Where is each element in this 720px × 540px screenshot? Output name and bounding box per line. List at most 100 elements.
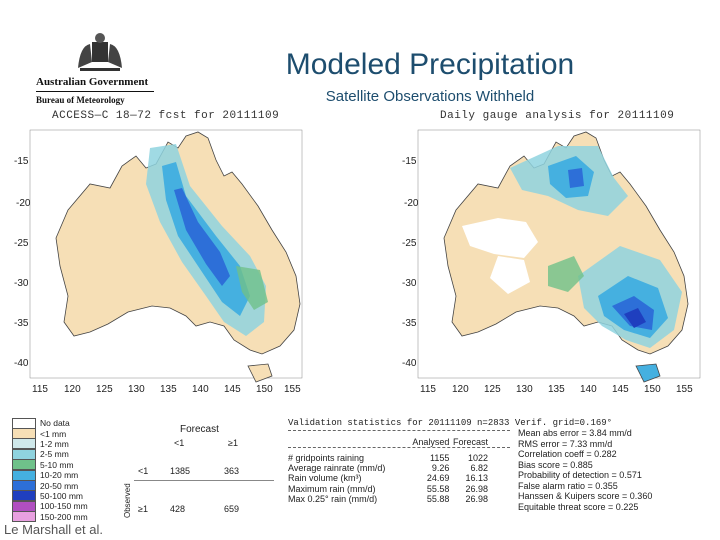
legend-swatch <box>12 511 36 523</box>
contingency-table: Forecast <1 ≥1 Observed <1 ≥1 1385 363 4… <box>123 418 284 536</box>
legend-item: 2-5 mm <box>12 448 124 460</box>
forecast-rain-green <box>236 266 268 310</box>
slide-subtitle: Satellite Observations Withheld <box>325 88 535 105</box>
contingency-side-label: Observed <box>123 483 132 518</box>
score-line: Bias score = 0.885 <box>518 459 593 470</box>
legend-item: No data <box>12 417 124 429</box>
col-analysed: Analysed <box>412 437 450 448</box>
legend-item: 100-150 mm <box>12 500 124 512</box>
validation-statistics: Validation statistics for 20111109 n=283… <box>288 418 612 505</box>
stat-row: Max 0.25° rain (mm/d) 55.88 26.98 <box>288 494 488 505</box>
lat-tick: -30 <box>14 278 29 289</box>
score-line: False alarm ratio = 0.355 <box>518 480 618 491</box>
legend-swatch <box>12 438 36 450</box>
contingency-divider <box>134 480 274 481</box>
contingency-cell: 363 <box>224 466 240 476</box>
lat-tick: -30 <box>402 278 417 289</box>
lon-tick: 150 <box>256 384 273 395</box>
legend-item: 1-2 mm <box>12 438 124 450</box>
lon-tick: 125 <box>484 384 501 395</box>
lon-tick: 155 <box>676 384 693 395</box>
score-line: Equitable threat score = 0.225 <box>518 501 639 512</box>
legend-item: <1 mm <box>12 428 124 440</box>
lon-tick: 130 <box>516 384 533 395</box>
lat-tick: -25 <box>14 238 29 249</box>
validation-rule <box>288 447 510 449</box>
stat-row: Maximum rain (mm/d) 55.58 26.98 <box>288 483 488 494</box>
legend-swatch <box>12 417 36 429</box>
lon-tick: 120 <box>64 384 81 395</box>
lat-tick: -15 <box>402 156 417 167</box>
score-line: RMS error = 7.33 mm/d <box>518 438 613 449</box>
gauge-lat-ticks: -15 -20 -25 -30 -35 -40 <box>402 156 419 369</box>
legend-item: 20-50 mm <box>12 480 124 492</box>
col-forecast: Forecast <box>452 437 488 448</box>
coat-of-arms-icon <box>78 33 122 71</box>
legend-item: 150-200 mm <box>12 511 124 523</box>
legend-swatch <box>12 469 36 481</box>
lat-tick: -25 <box>402 238 417 249</box>
stat-row: Average rainrate (mm/d) 9.26 6.82 <box>288 462 488 473</box>
validation-header: Validation statistics for 20111109 n=283… <box>288 418 613 428</box>
lat-tick: -15 <box>14 156 29 167</box>
legend-swatch <box>12 500 36 512</box>
gauge-lon-ticks: 115 120 125 130 135 140 145 150 155 <box>420 384 693 395</box>
slide-title: Modeled Precipitation <box>285 48 575 81</box>
stat-row: # gridpoints raining 1155 1022 <box>288 452 488 463</box>
score-line: Hanssen & Kuipers score = 0.360 <box>518 491 653 501</box>
contingency-title: Forecast <box>180 424 219 435</box>
lon-tick: 140 <box>580 384 597 395</box>
verification-scores: Mean abs error = 3.84 mm/d RMS error = 7… <box>518 428 718 512</box>
lat-tick: -20 <box>16 198 31 209</box>
gauge-rain-green <box>548 256 584 292</box>
contingency-col-header: <1 <box>174 438 185 448</box>
lon-tick: 140 <box>192 384 209 395</box>
logo-bureau-text: Bureau of Meteorology <box>36 95 125 105</box>
gauge-analysis-map: -15 -20 -25 -30 -35 -40 115 120 125 130 … <box>402 129 701 395</box>
left-map-label: ACCESS—C 18—72 fcst for 20111109 <box>52 110 280 122</box>
lon-tick: 125 <box>96 384 113 395</box>
forecast-rain-heavy <box>174 188 230 286</box>
lat-tick: -20 <box>404 198 419 209</box>
government-logo: Australian Government Bureau of Meteorol… <box>30 32 170 110</box>
stat-row: Rain volume (km³) 24.69 16.13 <box>288 473 488 484</box>
rainfall-legend: No data <1 mm 1-2 mm 2-5 mm 5-10 mm 10-2… <box>12 417 124 523</box>
lon-tick: 155 <box>284 384 301 395</box>
lon-tick: 150 <box>644 384 661 395</box>
contingency-cell: 659 <box>224 504 240 514</box>
score-line: Correlation coeff = 0.282 <box>518 449 617 459</box>
validation-rule <box>288 430 510 431</box>
gauge-tasmania <box>635 363 661 383</box>
lat-tick: -40 <box>14 358 29 369</box>
lon-tick: 115 <box>32 384 48 395</box>
legend-item: 5-10 mm <box>12 459 124 471</box>
lon-tick: 145 <box>224 384 241 395</box>
gauge-nodata-west <box>462 218 538 258</box>
lon-tick: 120 <box>452 384 469 395</box>
lon-tick: 145 <box>612 384 629 395</box>
forecast-tasmania <box>247 363 273 383</box>
lon-tick: 135 <box>548 384 565 395</box>
right-map-label: Daily gauge analysis for 20111109 <box>440 110 675 122</box>
gauge-rain-north-heavy <box>568 168 584 188</box>
contingency-row-header: ≥1 <box>138 504 148 514</box>
score-line: Mean abs error = 3.84 mm/d <box>518 428 632 438</box>
contingency-col-header: ≥1 <box>228 438 238 448</box>
legend-item: 10-20 mm <box>12 469 124 481</box>
gauge-nodata-centre <box>490 256 530 294</box>
legend-swatch <box>12 459 36 471</box>
contingency-row-header: <1 <box>138 466 149 476</box>
lat-tick: -35 <box>14 318 29 329</box>
credit-text: Le Marshall et al. <box>4 522 103 537</box>
legend-swatch <box>12 490 36 502</box>
lat-tick: -40 <box>402 358 417 369</box>
contingency-cell: 428 <box>170 504 186 514</box>
score-line: Probability of detection = 0.571 <box>518 470 642 480</box>
gauge-rain-se-veryheavy <box>624 308 646 328</box>
logo-government-text: Australian Government <box>36 76 149 88</box>
lon-tick: 115 <box>420 384 436 395</box>
legend-item: 50-100 mm <box>12 490 124 502</box>
logo-rule <box>36 91 154 92</box>
lon-tick: 130 <box>128 384 145 395</box>
forecast-lon-ticks: 115 120 125 130 135 140 145 150 155 <box>32 384 301 395</box>
